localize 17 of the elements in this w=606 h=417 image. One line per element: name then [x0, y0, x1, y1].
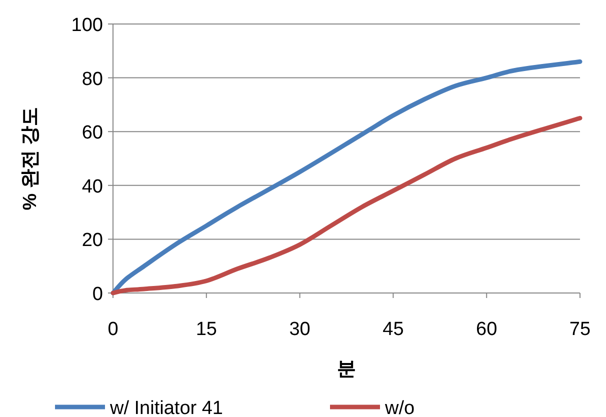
y-tick-label: 40	[82, 176, 103, 198]
x-tick-label: 75	[569, 319, 591, 340]
x-tick-label: 0	[108, 319, 118, 340]
y-tick-label: 80	[82, 68, 103, 90]
x-tick-label: 30	[289, 319, 310, 340]
y-tick-label: 0	[92, 284, 103, 305]
y-tick-label: 20	[82, 230, 103, 252]
x-tick-label: 45	[382, 319, 404, 340]
x-tick-label: 60	[476, 319, 498, 340]
line-series	[110, 116, 582, 296]
y-tick-label: 100	[71, 15, 103, 36]
legend-label: w/ Initiator 41	[109, 398, 223, 417]
x-tick-label: 15	[196, 319, 217, 340]
x-axis-title: 분	[337, 359, 356, 380]
y-axis-title: % 완전 강도	[20, 106, 41, 210]
y-tick-label: 60	[82, 122, 103, 144]
legend-label: w/o	[384, 398, 415, 417]
